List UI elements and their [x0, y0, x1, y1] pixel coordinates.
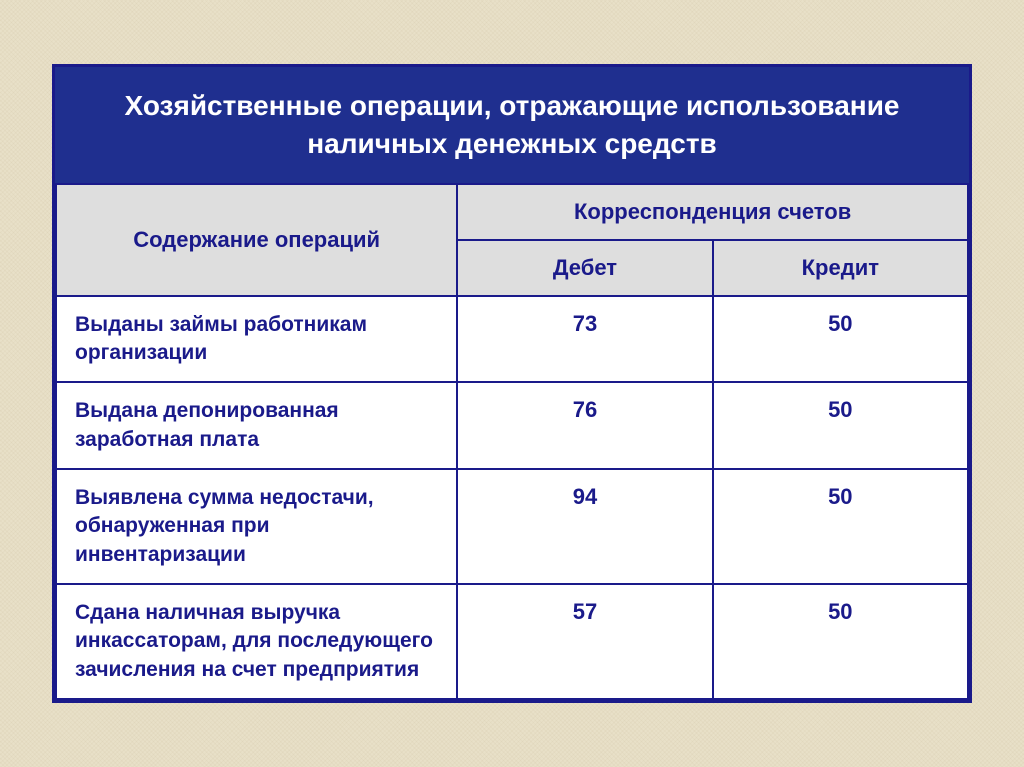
table-row: Выданы займы работникам организации 73 5…	[56, 296, 968, 383]
row-debit: 76	[457, 382, 712, 469]
row-credit: 50	[713, 469, 968, 584]
table-row: Выдана депонированная заработная плата 7…	[56, 382, 968, 469]
header-credit: Кредит	[713, 240, 968, 296]
header-row-1: Содержание операций Корреспонденция счет…	[56, 184, 968, 240]
row-credit: 50	[713, 584, 968, 699]
table-title: Хозяйственные операции, отражающие испол…	[55, 67, 969, 183]
header-correspondence: Корреспонденция счетов	[457, 184, 968, 240]
accounts-table: Содержание операций Корреспонденция счет…	[55, 183, 969, 700]
accounting-table: Хозяйственные операции, отражающие испол…	[52, 64, 972, 703]
row-label: Выдана депонированная заработная плата	[56, 382, 457, 469]
row-credit: 50	[713, 382, 968, 469]
row-label: Выявлена сумма недостачи, обнаруженная п…	[56, 469, 457, 584]
table-row: Сдана наличная выручка инкассаторам, для…	[56, 584, 968, 699]
row-label: Выданы займы работникам организации	[56, 296, 457, 383]
row-debit: 57	[457, 584, 712, 699]
row-debit: 94	[457, 469, 712, 584]
header-operations: Содержание операций	[56, 184, 457, 296]
header-debit: Дебет	[457, 240, 712, 296]
table-row: Выявлена сумма недостачи, обнаруженная п…	[56, 469, 968, 584]
row-debit: 73	[457, 296, 712, 383]
row-label: Сдана наличная выручка инкассаторам, для…	[56, 584, 457, 699]
row-credit: 50	[713, 296, 968, 383]
